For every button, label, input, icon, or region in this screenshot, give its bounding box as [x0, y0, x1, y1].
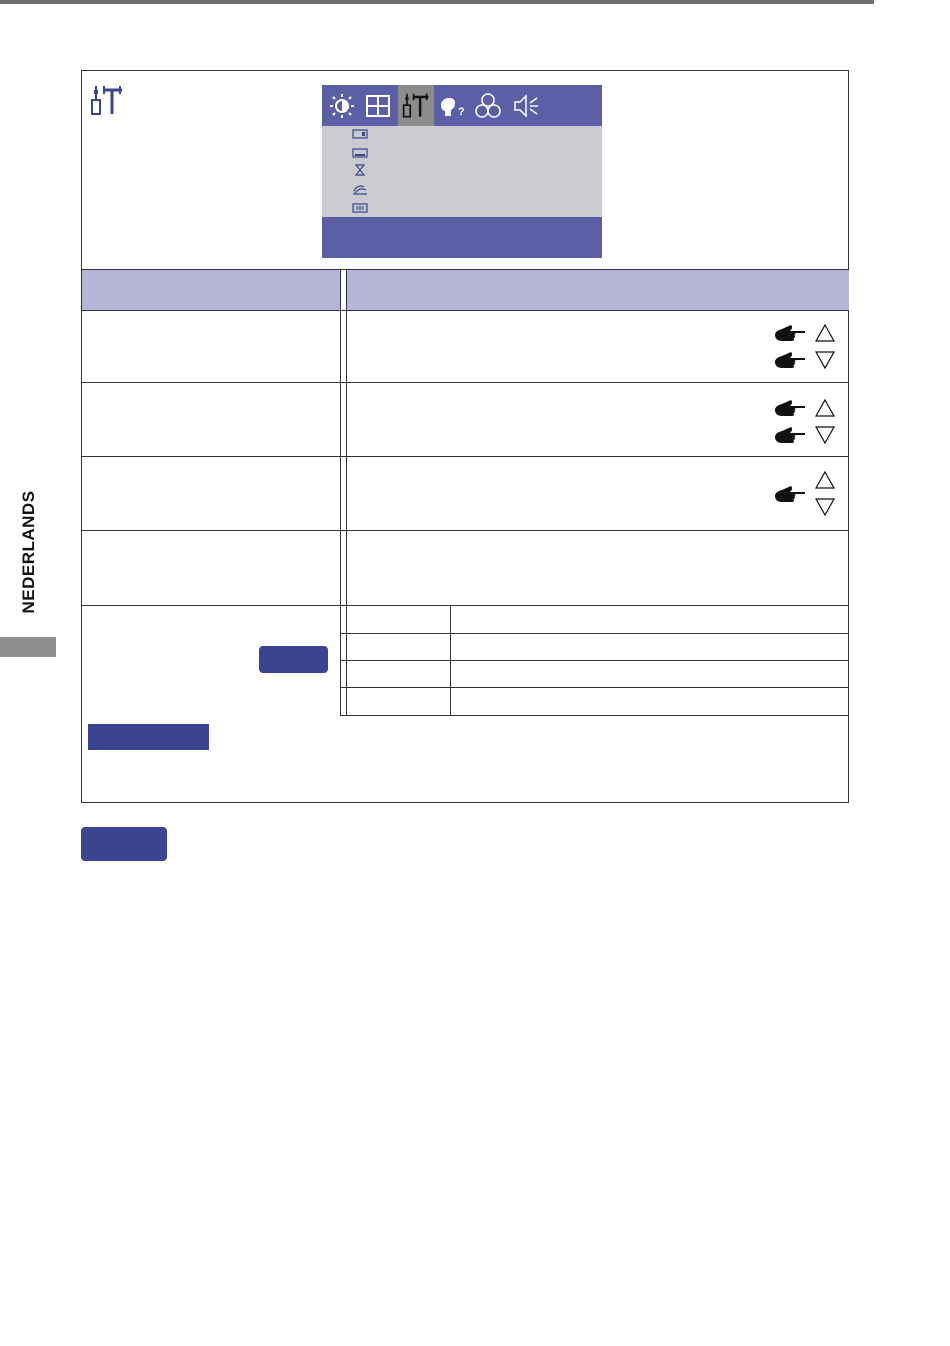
- triangle-up-icon: [814, 470, 836, 489]
- pointing-hand-icon: [775, 486, 805, 502]
- pointing-hand-icon: [775, 400, 805, 416]
- top-rule: [0, 0, 874, 4]
- osd-footer-bar: [322, 217, 602, 258]
- triangle-up-icon: [814, 323, 836, 342]
- color-icon[interactable]: [470, 85, 506, 126]
- osd-h-position-icon[interactable]: [352, 147, 368, 159]
- svg-text:?: ?: [458, 106, 465, 118]
- language-icon[interactable]: [352, 183, 368, 195]
- note-badge-bottom: [81, 827, 167, 861]
- pointing-hand-icon: [775, 427, 805, 443]
- triangle-down-icon: [814, 351, 836, 370]
- timer-icon[interactable]: [352, 164, 368, 176]
- setup-icon: [91, 86, 122, 115]
- triangle-down-icon: [814, 426, 836, 445]
- setup-icon[interactable]: [398, 85, 434, 126]
- pointing-hand-icon: [775, 352, 805, 368]
- display-icon[interactable]: [360, 85, 396, 126]
- row-divider: [81, 310, 849, 311]
- row-divider: [81, 605, 849, 606]
- help-icon[interactable]: ?: [434, 85, 470, 126]
- triangle-down-icon: [814, 498, 836, 517]
- triangle-up-icon: [814, 398, 836, 417]
- language-tab-marker: [0, 637, 56, 657]
- brightness-icon[interactable]: [324, 85, 360, 126]
- column-divider: [340, 269, 341, 716]
- osd-menu: ?: [322, 85, 602, 258]
- header-cell-description: [347, 270, 849, 310]
- column-divider: [346, 269, 347, 716]
- row-divider: [81, 530, 849, 531]
- row-divider: [81, 456, 849, 457]
- language-label: NEDERLANDS: [19, 490, 38, 614]
- row-divider: [81, 382, 849, 383]
- content-frame: [81, 70, 849, 803]
- row-divider: [81, 269, 849, 270]
- sub-row-divider: [341, 687, 849, 688]
- osd-position-icon[interactable]: [352, 128, 368, 140]
- menu-icon[interactable]: [352, 202, 368, 214]
- audio-icon[interactable]: [508, 85, 544, 126]
- sub-column-divider: [450, 605, 451, 715]
- osd-tab-bar: ?: [322, 85, 602, 126]
- sub-row-divider: [341, 633, 849, 634]
- sub-row-divider: [341, 715, 849, 716]
- header-cell-item: [82, 270, 340, 310]
- note-badge: [259, 646, 328, 673]
- note-label-badge: [88, 724, 209, 750]
- sub-row-divider: [341, 660, 849, 661]
- pointing-hand-icon: [775, 325, 805, 341]
